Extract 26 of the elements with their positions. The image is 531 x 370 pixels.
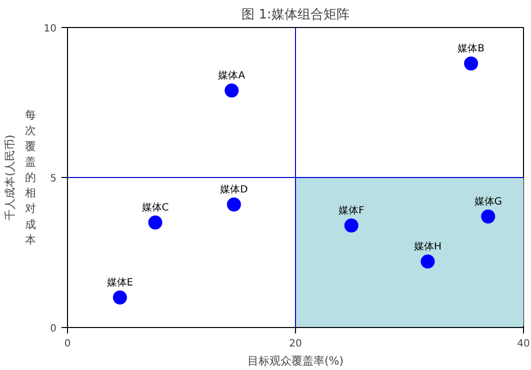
annotation: 媒体A (218, 70, 246, 82)
y-axis-title: 千人成本(人民币) (4, 134, 16, 220)
annotation: 媒体H (414, 240, 442, 252)
x-axis-title: 目标观众覆盖率(%) (247, 354, 344, 368)
annotation: 媒体C (142, 202, 169, 214)
point (481, 210, 496, 224)
point (344, 218, 358, 232)
point (464, 56, 478, 70)
annotation: 媒体D (220, 184, 248, 196)
point (226, 198, 241, 212)
point (420, 254, 435, 268)
annotation: 媒体G (474, 196, 502, 208)
point (224, 84, 239, 98)
y-tick-label: 0 (50, 324, 57, 334)
x-tick-label: 20 (289, 338, 302, 350)
annotation: 媒体F (338, 204, 364, 216)
y-tick-label: 5 (50, 174, 57, 184)
chart-title: 图 1:媒体组合矩阵 (242, 8, 350, 22)
y-tick-label: 10 (44, 24, 57, 34)
annotation: 媒体E (106, 276, 134, 288)
point (112, 290, 127, 304)
x-tick-label: 40 (517, 338, 530, 350)
text: 每次覆盖的相对成本 (24, 108, 36, 246)
point (148, 216, 162, 230)
annotation: 媒体B (458, 42, 485, 54)
x-tick-label: 0 (64, 338, 71, 350)
